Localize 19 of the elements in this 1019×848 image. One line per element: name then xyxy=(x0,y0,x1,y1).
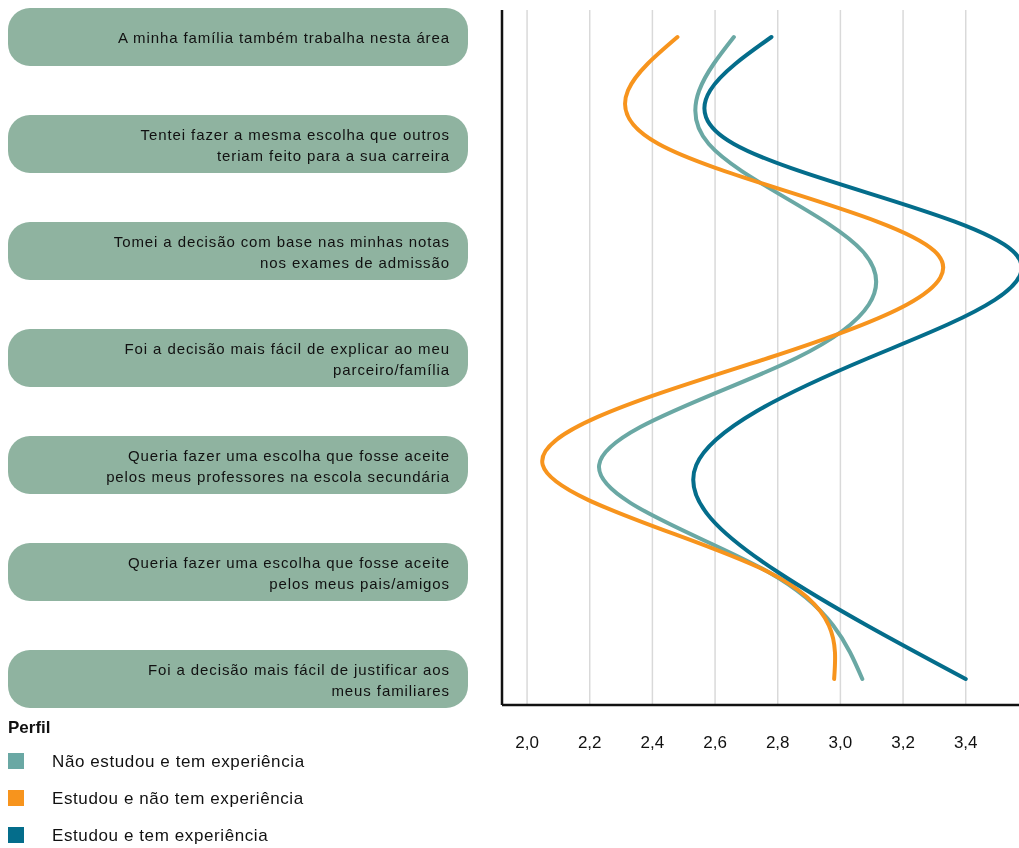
x-tick-label: 2,2 xyxy=(577,733,602,752)
x-tick-label: 3,4 xyxy=(953,733,978,752)
x-tick-label: 3,2 xyxy=(891,733,915,752)
legend-title: Perfil xyxy=(8,718,51,737)
x-tick-label: 2,6 xyxy=(703,733,727,752)
y-tick-label: Foi a decisão mais fácil de explicar ao meu parceiro/família xyxy=(124,339,450,378)
legend-label: Estudou e não tem experiência xyxy=(52,789,304,808)
x-tick-label: 2,4 xyxy=(640,733,665,752)
legend-label: Estudou e tem experiência xyxy=(52,826,269,845)
x-tick-label: 3,0 xyxy=(828,733,853,752)
legend-label: Não estudou e tem experiência xyxy=(52,752,305,771)
y-tick-label: A minha família também trabalha nesta área xyxy=(117,29,450,46)
y-tick-label: Tentei fazer a mesma escolha que outros teriam feito para a sua carreira xyxy=(140,125,450,164)
y-tick-label: Queria fazer uma escolha que fosse aceite pelos meus professores na escola secundária xyxy=(106,446,450,485)
y-tick-label: Foi a decisão mais fácil de justificar aos meus familiares xyxy=(147,660,450,699)
x-tick-label: 2,8 xyxy=(765,733,790,752)
x-tick-label: 2,0 xyxy=(515,733,539,752)
y-tick-label: Queria fazer uma escolha que fosse aceite pelos meus pais/amigos xyxy=(127,553,450,592)
y-tick-label: Tomei a decisão com base nas minhas notas nos exames de admissão xyxy=(113,232,450,271)
